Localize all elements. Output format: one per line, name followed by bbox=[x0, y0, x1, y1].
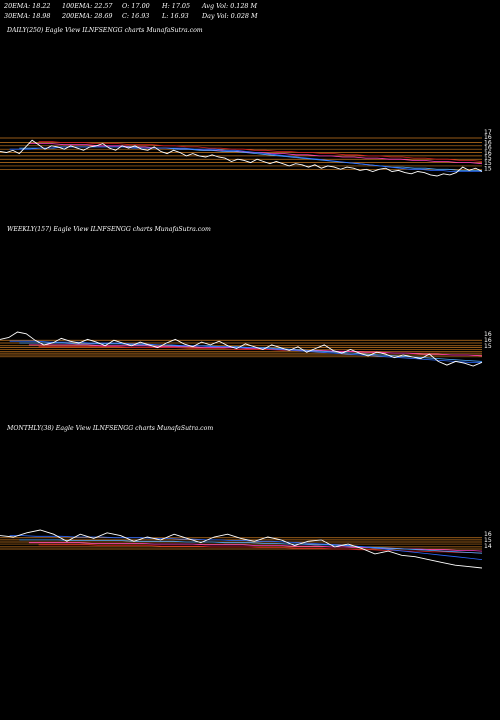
y-axis-label: 16 bbox=[484, 139, 492, 146]
open-stat: O: 17.00 bbox=[122, 2, 150, 10]
y-axis-label: 16 bbox=[484, 145, 492, 152]
price-line bbox=[0, 331, 483, 367]
y-axis-label: 16 bbox=[484, 531, 492, 538]
ema-line-2 bbox=[19, 539, 483, 554]
y-axis-label: 15 bbox=[484, 160, 492, 167]
close-stat: C: 16.93 bbox=[122, 12, 150, 20]
y-axis-label: 15 bbox=[484, 343, 492, 350]
avg-vol-stat: Avg Vol: 0.128 M bbox=[202, 2, 258, 10]
ema200-stat: 200EMA: 28.69 bbox=[62, 12, 113, 20]
price-line bbox=[0, 139, 483, 177]
ema20-stat: 20EMA: 18.22 bbox=[4, 2, 51, 10]
y-axis-label: 16 bbox=[484, 150, 492, 157]
weekly-panel-title: WEEKLY(157) Eagle View ILNFSENGG charts … bbox=[7, 226, 211, 233]
price-line bbox=[0, 529, 483, 569]
y-axis-label: 15 bbox=[484, 155, 492, 162]
high-stat: H: 17.05 bbox=[162, 2, 191, 10]
low-stat: L: 16.93 bbox=[162, 12, 189, 20]
daily-panel-title: DAILY(250) Eagle View ILNFSENGG charts M… bbox=[7, 27, 203, 34]
ema-line-4 bbox=[38, 140, 483, 162]
day-vol-stat: Day Vol: 0.028 M bbox=[202, 12, 258, 20]
y-axis-label: 16 bbox=[484, 134, 492, 141]
y-axis-label: 14 bbox=[484, 543, 492, 550]
y-axis-label: 16 bbox=[484, 331, 492, 338]
y-axis-label: 15 bbox=[484, 537, 492, 544]
ema100-stat: 100EMA: 22.57 bbox=[62, 2, 113, 10]
ema-line-2 bbox=[19, 146, 482, 171]
y-axis-label: 17 bbox=[484, 129, 492, 136]
ema-line-1 bbox=[9, 340, 482, 363]
monthly-panel-title: MONTHLY(38) Eagle View ILNFSENGG charts … bbox=[7, 425, 214, 432]
ema-line-4 bbox=[38, 544, 483, 554]
y-axis-label: 16 bbox=[484, 337, 492, 344]
y-axis-label: 15 bbox=[484, 165, 492, 172]
ema-line-1 bbox=[9, 146, 482, 172]
ema30-stat: 30EMA: 18.98 bbox=[4, 12, 51, 20]
